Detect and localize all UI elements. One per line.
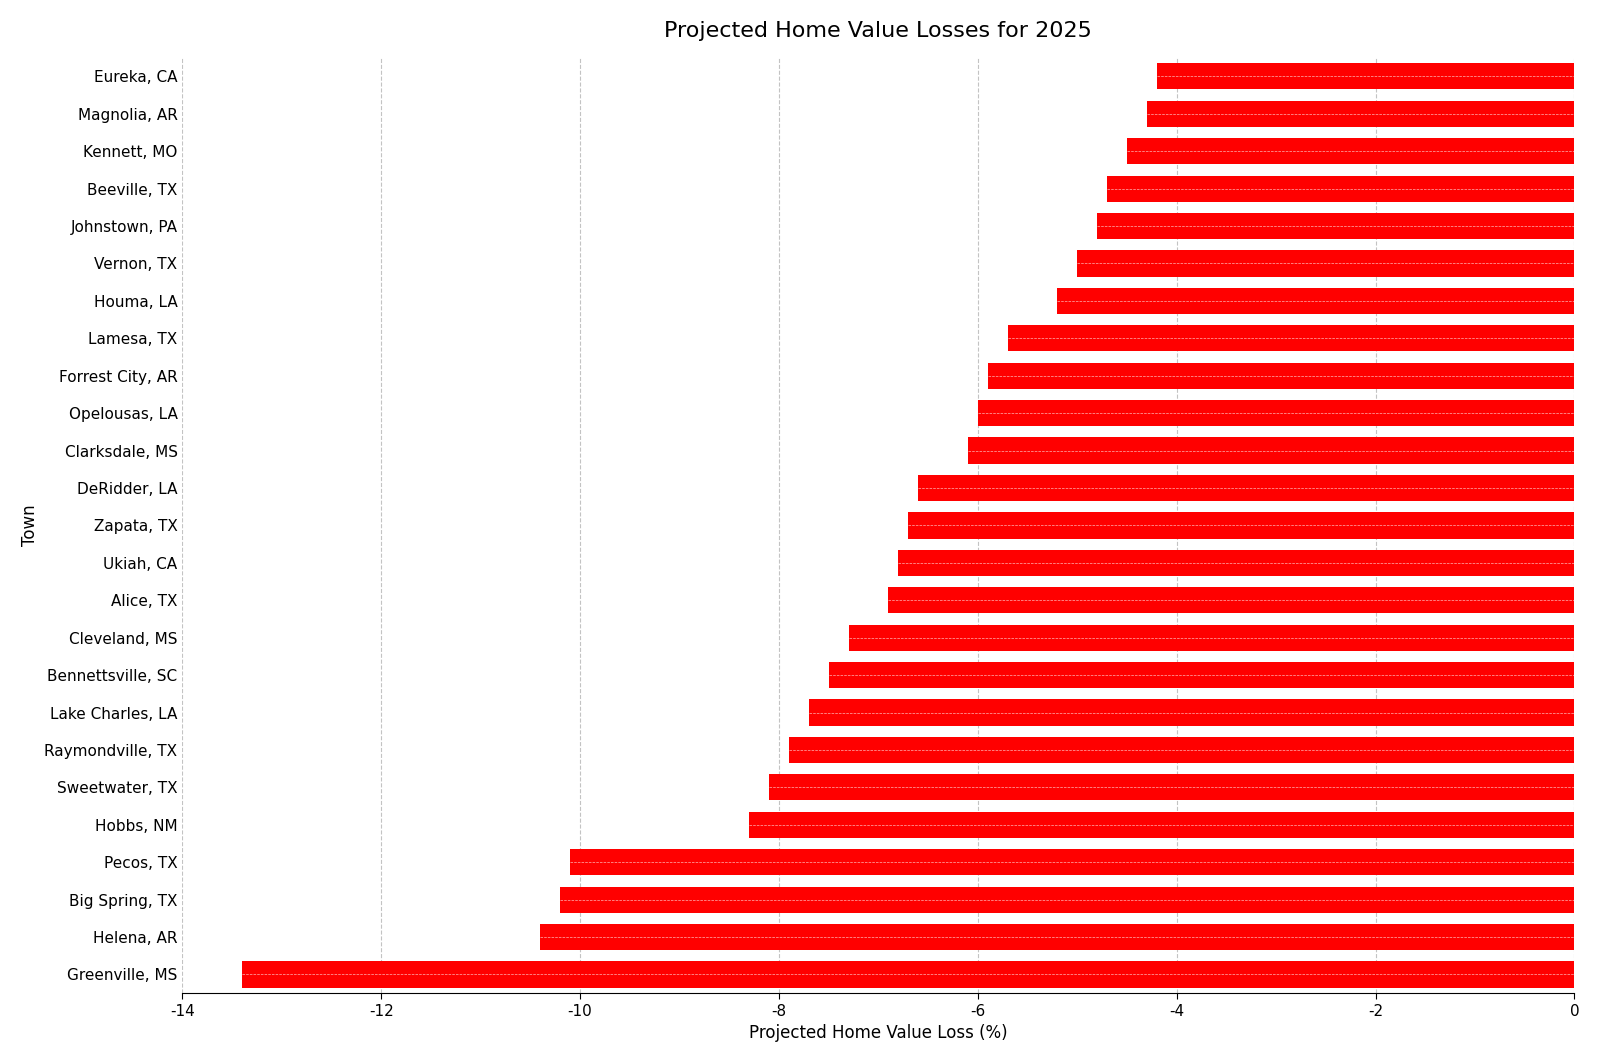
Bar: [888, 587, 1574, 613]
Bar: [789, 737, 1574, 763]
Title: Projected Home Value Losses for 2025: Projected Home Value Losses for 2025: [664, 21, 1093, 40]
Bar: [1008, 325, 1574, 352]
Bar: [1077, 251, 1574, 276]
Bar: [749, 812, 1574, 838]
Bar: [560, 887, 1574, 913]
Bar: [987, 362, 1574, 389]
Bar: [978, 400, 1574, 426]
Bar: [898, 550, 1574, 576]
Bar: [570, 849, 1574, 875]
Bar: [1126, 138, 1574, 165]
Y-axis label: Town: Town: [21, 505, 38, 546]
Bar: [1147, 101, 1574, 126]
Bar: [242, 961, 1574, 988]
Bar: [829, 662, 1574, 688]
Bar: [770, 774, 1574, 800]
Bar: [1098, 213, 1574, 239]
Bar: [541, 924, 1574, 950]
Bar: [1058, 288, 1574, 314]
Bar: [808, 699, 1574, 726]
X-axis label: Projected Home Value Loss (%): Projected Home Value Loss (%): [749, 1024, 1008, 1042]
Bar: [909, 512, 1574, 539]
Bar: [1107, 175, 1574, 202]
Bar: [848, 625, 1574, 651]
Bar: [1157, 64, 1574, 89]
Bar: [918, 475, 1574, 501]
Bar: [968, 438, 1574, 463]
